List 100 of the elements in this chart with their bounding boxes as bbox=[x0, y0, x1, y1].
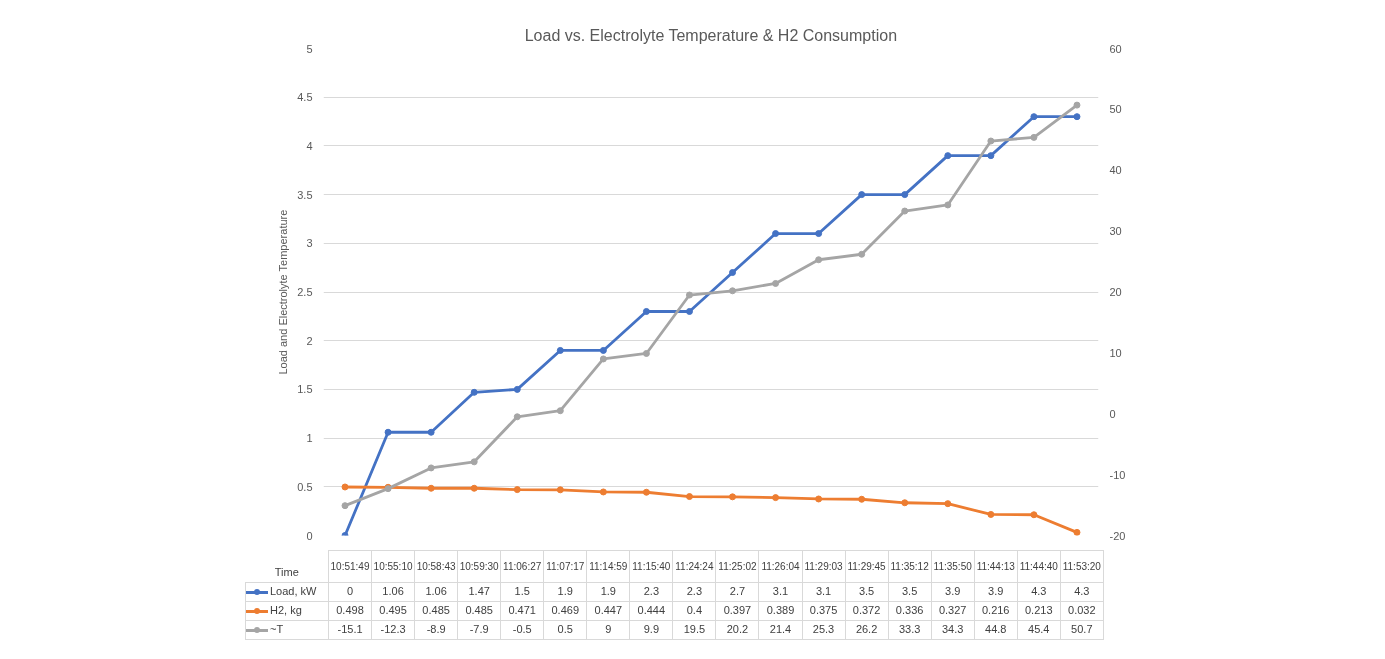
point bbox=[901, 207, 909, 215]
x-tick-label: 11:14:59 bbox=[586, 550, 630, 583]
y2-tick-label: 50 bbox=[1109, 103, 1122, 116]
point bbox=[944, 201, 952, 209]
y-tick-label: 4.5 bbox=[297, 91, 313, 104]
x-tick-label: 11:29:45 bbox=[845, 550, 889, 583]
data-label: 0.471 bbox=[500, 601, 544, 621]
point bbox=[341, 483, 349, 491]
x-tick-label: 11:15:40 bbox=[629, 550, 673, 583]
point bbox=[556, 346, 564, 354]
data-label: 0.372 bbox=[845, 601, 889, 621]
x-axis-title: Time bbox=[273, 565, 300, 581]
point bbox=[556, 486, 564, 494]
point bbox=[470, 458, 478, 466]
point bbox=[685, 493, 693, 501]
legend-label: Load, kW bbox=[245, 582, 329, 602]
x-tick-label: 11:06:27 bbox=[500, 550, 544, 583]
data-label: 0.375 bbox=[802, 601, 846, 621]
point bbox=[901, 499, 909, 507]
point bbox=[729, 493, 737, 501]
data-label: 3.9 bbox=[931, 582, 975, 602]
data-label: 0.336 bbox=[888, 601, 932, 621]
x-tick-label: 11:26:04 bbox=[758, 550, 803, 583]
point bbox=[470, 388, 478, 396]
point bbox=[944, 500, 952, 508]
data-label: 9.9 bbox=[629, 620, 673, 640]
data-label: 2.3 bbox=[672, 582, 716, 602]
x-tick-label: 10:51:49 bbox=[328, 550, 372, 583]
x-tick-label: 11:53:20 bbox=[1060, 550, 1104, 583]
y2-tick-label: 0 bbox=[1109, 407, 1116, 420]
x-tick-label: 11:35:50 bbox=[931, 550, 975, 583]
point bbox=[987, 152, 995, 160]
point bbox=[513, 486, 521, 494]
point bbox=[685, 291, 693, 299]
y-tick-label: 3 bbox=[306, 237, 313, 250]
point bbox=[815, 256, 823, 264]
y-tick-label: 1 bbox=[306, 432, 313, 445]
y2-tick-label: 60 bbox=[1109, 42, 1122, 55]
data-label: 26.2 bbox=[845, 620, 889, 640]
data-label: 3.5 bbox=[888, 582, 932, 602]
x-tick-label: 11:25:02 bbox=[715, 550, 759, 583]
point bbox=[772, 279, 780, 287]
x-tick-label: 11:24:24 bbox=[672, 550, 716, 583]
point bbox=[1030, 133, 1038, 141]
point bbox=[815, 495, 823, 503]
point bbox=[815, 230, 823, 238]
point bbox=[1073, 528, 1081, 536]
point bbox=[729, 269, 737, 277]
data-label: -8.9 bbox=[414, 620, 458, 640]
y-tick-label: 4 bbox=[306, 139, 313, 152]
legend-label: ~T bbox=[245, 620, 329, 640]
data-label: 34.3 bbox=[931, 620, 975, 640]
data-label: 25.3 bbox=[802, 620, 846, 640]
point bbox=[427, 428, 435, 436]
data-label: -15.1 bbox=[328, 620, 372, 640]
point bbox=[987, 510, 995, 518]
data-label: 1.9 bbox=[543, 582, 587, 602]
data-label: 1.5 bbox=[500, 582, 544, 602]
data-label: 2.3 bbox=[629, 582, 673, 602]
x-tick-label: 11:29:03 bbox=[802, 550, 846, 583]
x-tick-label: 10:59:30 bbox=[457, 550, 501, 583]
point bbox=[427, 464, 435, 472]
data-label: 0.032 bbox=[1060, 601, 1104, 621]
data-label: 4.3 bbox=[1017, 582, 1061, 602]
x-tick-label: 11:35:12 bbox=[888, 550, 932, 583]
point bbox=[384, 428, 392, 436]
legend-label: H2, kg bbox=[245, 601, 329, 621]
point bbox=[599, 346, 607, 354]
data-label: 0.389 bbox=[758, 601, 803, 621]
point bbox=[513, 413, 521, 421]
point bbox=[1073, 113, 1081, 121]
data-label: 3.1 bbox=[758, 582, 803, 602]
data-label: 3.9 bbox=[974, 582, 1018, 602]
data-label: 1.06 bbox=[414, 582, 458, 602]
chart-title: Load vs. Electrolyte Temperature & H2 Consumption bbox=[524, 26, 898, 44]
x-tick-label: 11:07:17 bbox=[543, 550, 587, 583]
data-label: 0.397 bbox=[715, 601, 759, 621]
y-tick-label: 0 bbox=[306, 529, 313, 542]
data-label: 1.9 bbox=[586, 582, 630, 602]
y-tick-label: 2 bbox=[306, 334, 313, 347]
y2-tick-label: 30 bbox=[1109, 225, 1122, 238]
data-label: 0.444 bbox=[629, 601, 673, 621]
data-label: 0.485 bbox=[414, 601, 458, 621]
data-label: -12.3 bbox=[371, 620, 415, 640]
data-label: -7.9 bbox=[457, 620, 501, 640]
y2-tick-label: 10 bbox=[1109, 346, 1122, 359]
y-axis-title: Load and Electrolyte Temperature bbox=[277, 209, 290, 375]
y2-tick-label: 40 bbox=[1109, 164, 1122, 177]
y2-tick-label: -10 bbox=[1109, 468, 1126, 481]
point bbox=[729, 287, 737, 295]
data-label: 2.7 bbox=[715, 582, 759, 602]
data-label: 0.5 bbox=[543, 620, 587, 640]
point bbox=[513, 385, 521, 393]
data-label: 0.447 bbox=[586, 601, 630, 621]
point bbox=[599, 355, 607, 363]
point bbox=[772, 494, 780, 502]
point bbox=[901, 191, 909, 199]
point bbox=[642, 307, 650, 315]
data-label: 0.485 bbox=[457, 601, 501, 621]
data-label: 1.06 bbox=[371, 582, 415, 602]
